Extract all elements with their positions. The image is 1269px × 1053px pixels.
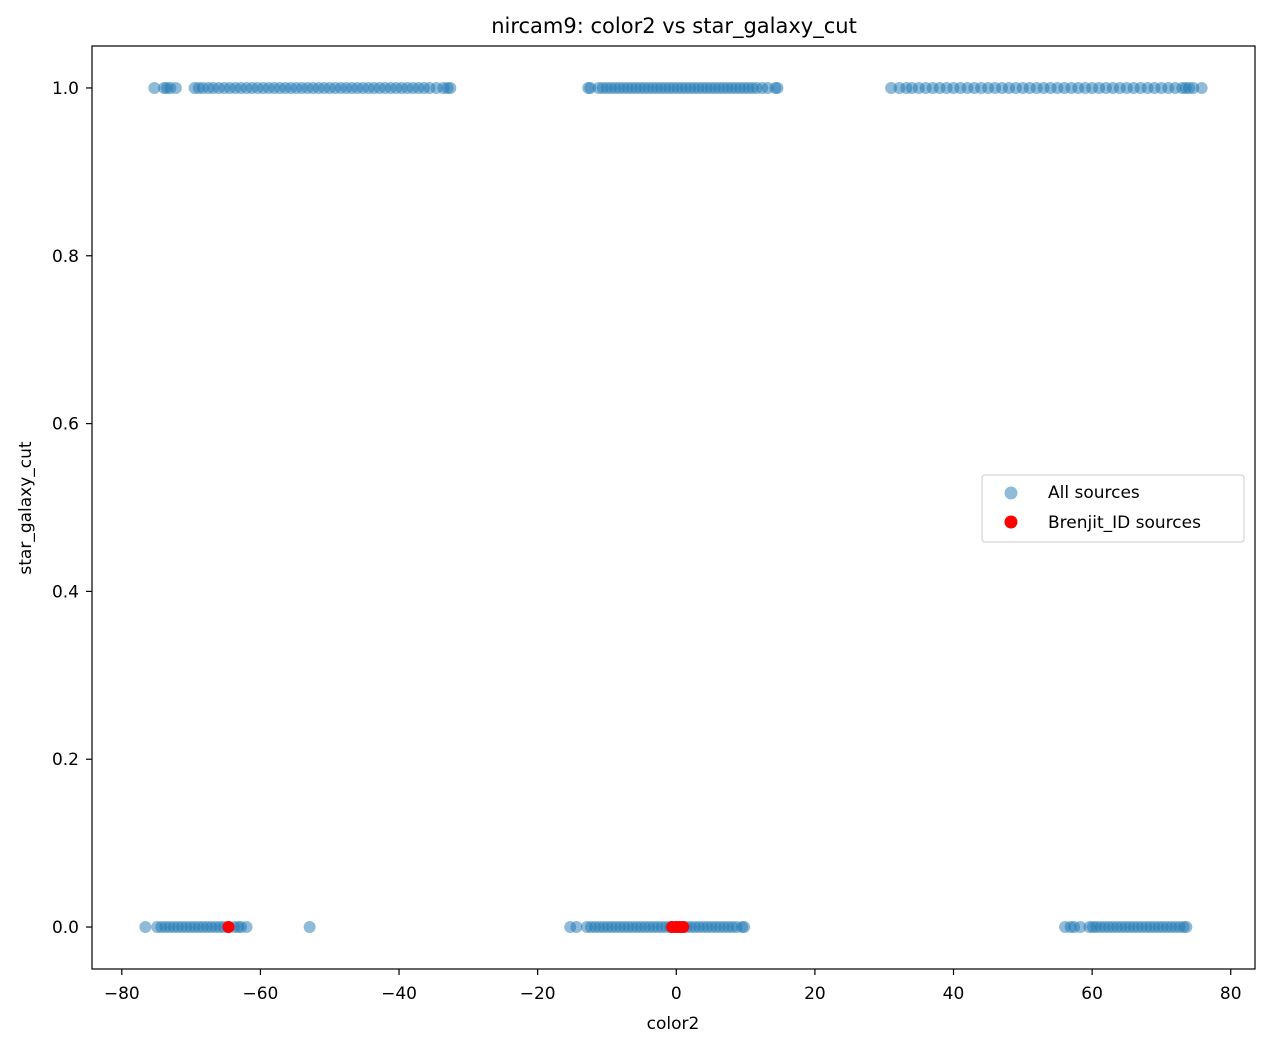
x-tick-label: −20 (520, 984, 556, 1004)
data-point-all-sources (148, 81, 161, 94)
data-point-all-sources (885, 81, 898, 94)
data-point-all-sources (1195, 81, 1208, 94)
y-tick-label: 0.0 (52, 918, 79, 938)
y-tick-label: 0.8 (52, 247, 79, 267)
x-tick-label: −80 (104, 984, 140, 1004)
y-tick-label: 0.2 (52, 750, 79, 770)
data-point-all-sources (570, 921, 583, 934)
data-point-all-sources (771, 81, 784, 94)
legend-label-all-sources: All sources (1048, 483, 1140, 503)
x-tick-label: 80 (1220, 984, 1242, 1004)
legend-marker-brenjit-sources (1004, 515, 1018, 529)
x-axis: −80 −60 −40 −20 0 20 40 60 80 (104, 969, 1242, 1004)
data-point-all-sources (738, 921, 751, 934)
data-point-all-sources (169, 81, 182, 94)
legend: All sources Brenjit_ID sources (981, 474, 1245, 543)
y-tick-label: 0.4 (52, 582, 79, 602)
plot-frame (91, 45, 1256, 970)
x-tick-label: −60 (242, 984, 278, 1004)
x-axis-label: color2 (647, 1014, 700, 1034)
data-point-brenjit-id-sources (677, 921, 690, 934)
y-tick-label: 1.0 (52, 79, 79, 99)
y-tick-label: 0.6 (52, 415, 79, 435)
points-layer (139, 81, 1208, 934)
data-point-all-sources (444, 81, 457, 94)
data-point-all-sources (1187, 81, 1200, 94)
y-axis-label: star_galaxy_cut (16, 441, 36, 575)
data-point-brenjit-id-sources (222, 921, 235, 934)
data-point-all-sources (139, 921, 152, 934)
data-point-all-sources (1074, 921, 1087, 934)
chart-title: nircam9: color2 vs star_galaxy_cut (491, 14, 857, 39)
x-tick-label: 0 (671, 984, 682, 1004)
data-point-all-sources (303, 921, 316, 934)
data-point-all-sources (584, 81, 597, 94)
data-point-all-sources (240, 921, 253, 934)
x-tick-label: 60 (1081, 984, 1103, 1004)
x-tick-label: −40 (381, 984, 417, 1004)
x-tick-label: 20 (804, 984, 826, 1004)
legend-marker-all-sources (1004, 486, 1018, 500)
y-axis: 0.0 0.2 0.4 0.6 0.8 1.0 (52, 79, 92, 938)
legend-box (981, 474, 1245, 543)
x-tick-label: 40 (943, 984, 965, 1004)
data-point-all-sources (1180, 921, 1193, 934)
legend-label-brenjit-sources: Brenjit_ID sources (1048, 513, 1201, 533)
